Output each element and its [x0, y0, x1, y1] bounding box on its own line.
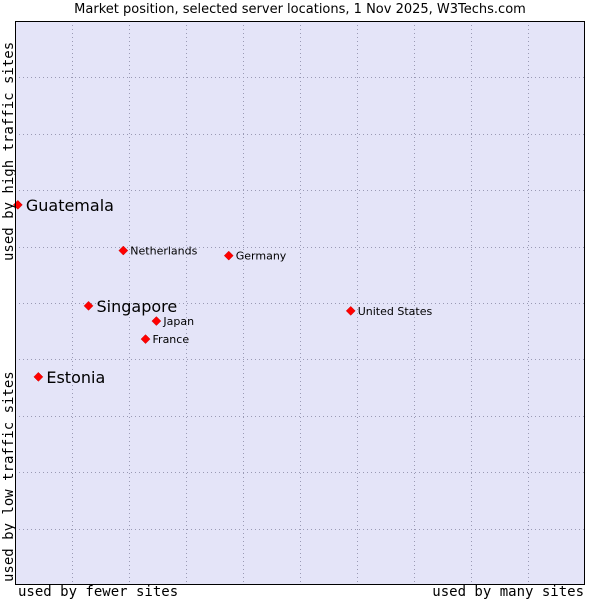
point-singapore: Singapore — [83, 297, 178, 316]
label-germany: Germany — [236, 250, 287, 263]
chart-title: Market position, selected server locatio… — [74, 2, 526, 17]
point-japan: Japan — [151, 315, 194, 328]
point-netherlands: Netherlands — [118, 245, 198, 258]
label-netherlands: Netherlands — [130, 245, 197, 258]
x-axis-label-left: used by fewer sites — [18, 584, 179, 600]
marker-netherlands — [118, 245, 129, 256]
marker-estonia — [33, 372, 44, 382]
marker-germany — [223, 250, 234, 261]
point-france: France — [140, 333, 190, 346]
point-guatemala: Guatemala — [12, 196, 114, 215]
marker-japan — [151, 316, 162, 326]
label-united-states: United States — [358, 305, 433, 318]
label-singapore: Singapore — [97, 297, 178, 316]
marker-france — [140, 334, 151, 344]
data-points: Guatemala Netherlands Germany SingaporeJapa… — [12, 196, 433, 387]
grid-lines — [15, 21, 585, 585]
label-estonia: Estonia — [46, 368, 105, 387]
x-axis-label-right: used by many sites — [432, 584, 584, 600]
point-united-states: United States — [345, 305, 433, 318]
plot-border — [15, 21, 585, 585]
marker-united-states — [345, 306, 356, 316]
label-guatemala: Guatemala — [26, 196, 114, 215]
marker-singapore — [83, 300, 94, 311]
point-estonia: Estonia — [33, 368, 105, 387]
label-france: France — [153, 333, 190, 346]
label-japan: Japan — [162, 315, 194, 328]
point-germany: Germany — [223, 250, 287, 263]
